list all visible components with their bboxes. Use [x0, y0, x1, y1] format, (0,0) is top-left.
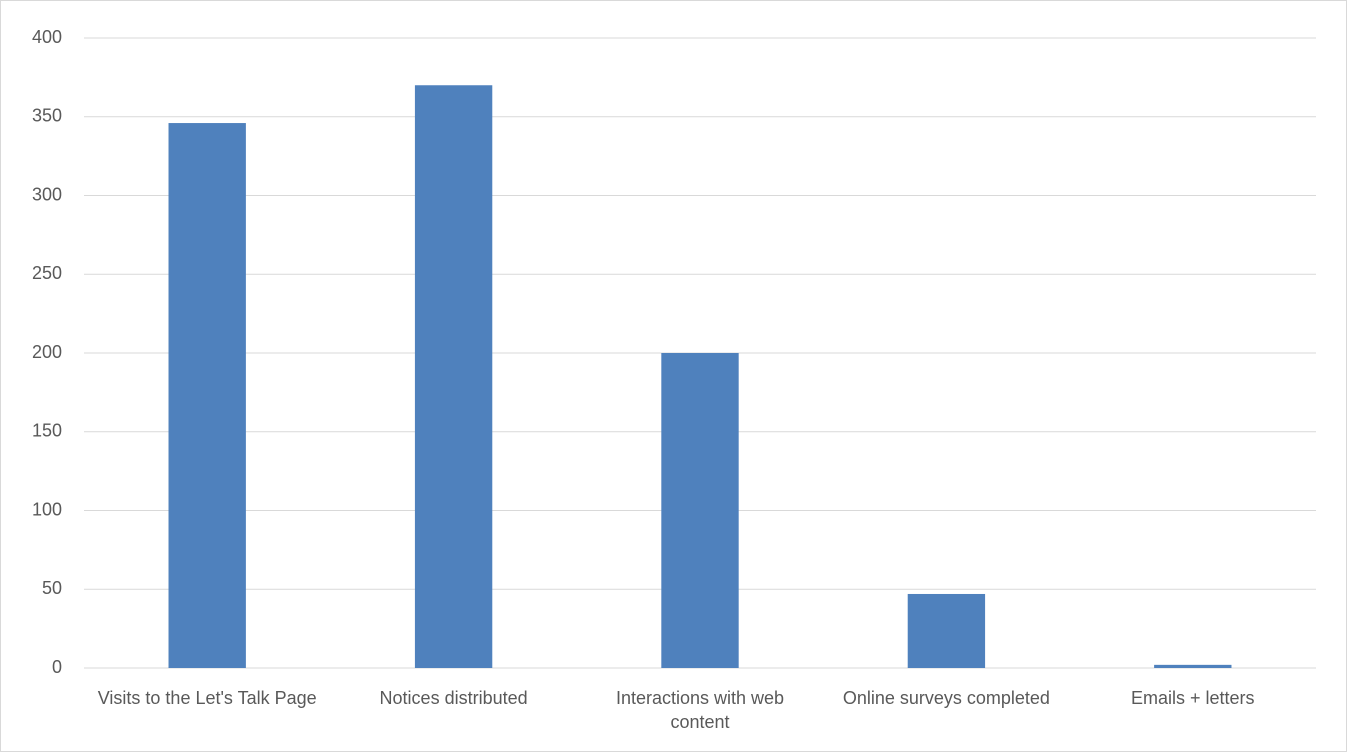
y-tick-label: 150 [32, 421, 62, 441]
y-tick-label: 200 [32, 342, 62, 362]
bar [168, 123, 246, 669]
bar [414, 85, 493, 668]
x-tick-label: Online surveys completed [842, 688, 1050, 708]
y-tick-label: 250 [32, 263, 62, 283]
bar [1154, 664, 1232, 668]
bar [661, 353, 739, 668]
bar [907, 593, 986, 668]
y-tick-label: 400 [32, 27, 62, 47]
y-tick-label: 50 [42, 578, 62, 598]
x-tick-label: Interactions with web content [615, 688, 785, 732]
y-tick-label: 350 [32, 106, 62, 126]
x-tick-label: Visits to the Let's Talk Page [97, 688, 317, 708]
y-tick-label: 100 [32, 499, 62, 519]
y-tick-label: 0 [52, 657, 62, 677]
x-tick-label: Emails + letters [1131, 688, 1255, 708]
x-tick-label: Notices distributed [379, 688, 528, 708]
y-tick-label: 300 [32, 184, 62, 204]
